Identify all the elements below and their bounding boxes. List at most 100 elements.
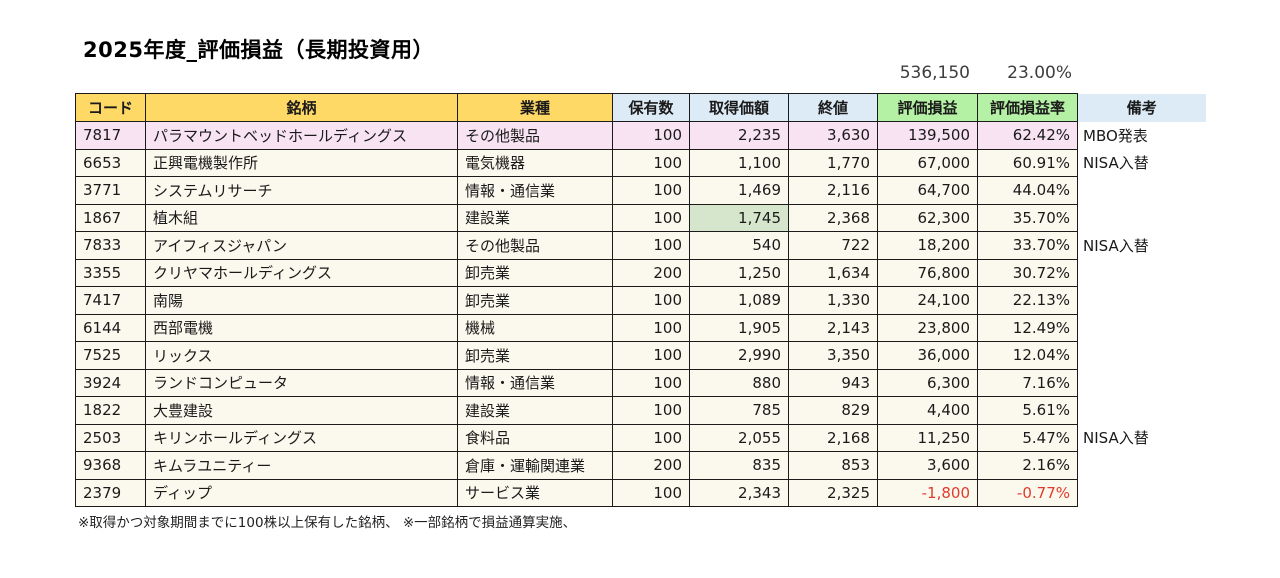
cell-close[interactable]: 2,143 <box>788 313 878 342</box>
cell-acquisition[interactable]: 2,055 <box>689 423 789 452</box>
cell-close[interactable]: 1,634 <box>788 258 878 287</box>
cell-industry[interactable]: 情報・通信業 <box>457 176 613 205</box>
cell-shares[interactable]: 100 <box>612 341 690 370</box>
cell-industry[interactable]: 卸売業 <box>457 286 613 315</box>
cell-industry[interactable]: 電気機器 <box>457 148 613 177</box>
cell-rate[interactable]: 60.91% <box>977 148 1078 177</box>
cell-gain[interactable]: 36,000 <box>877 341 978 370</box>
total-gain-value[interactable]: 536,150 <box>899 63 970 83</box>
cell-close[interactable]: 3,350 <box>788 341 878 370</box>
cell-gain[interactable]: 11,250 <box>877 423 978 452</box>
header-name[interactable]: 銘柄 <box>145 93 458 122</box>
cell-code[interactable]: 7525 <box>75 341 146 370</box>
cell-name[interactable]: ランドコンピュータ <box>145 368 458 397</box>
cell-acquisition[interactable]: 2,990 <box>689 341 789 370</box>
cell-code[interactable]: 3355 <box>75 258 146 287</box>
cell-industry[interactable]: 建設業 <box>457 203 613 232</box>
cell-rate[interactable]: 33.70% <box>977 231 1078 260</box>
cell-industry[interactable]: 卸売業 <box>457 341 613 370</box>
cell-code[interactable]: 2379 <box>75 478 146 507</box>
cell-rate[interactable]: 12.04% <box>977 341 1078 370</box>
cell-name[interactable]: キムラユニティー <box>145 451 458 480</box>
cell-gain[interactable]: 3,600 <box>877 451 978 480</box>
cell-rate[interactable]: 5.47% <box>977 423 1078 452</box>
cell-acquisition[interactable]: 1,905 <box>689 313 789 342</box>
cell-code[interactable]: 6144 <box>75 313 146 342</box>
cell-acquisition[interactable]: 2,343 <box>689 478 789 507</box>
cell-industry[interactable]: 機械 <box>457 313 613 342</box>
cell-name[interactable]: アイフィスジャパン <box>145 231 458 260</box>
cell-shares[interactable]: 100 <box>612 176 690 205</box>
cell-shares[interactable]: 100 <box>612 203 690 232</box>
header-code[interactable]: コード <box>75 93 146 122</box>
header-rate[interactable]: 評価損益率 <box>977 93 1078 122</box>
cell-rate[interactable]: 5.61% <box>977 396 1078 425</box>
cell-industry[interactable]: 食料品 <box>457 423 613 452</box>
cell-name[interactable]: 大豊建設 <box>145 396 458 425</box>
cell-shares[interactable]: 100 <box>612 148 690 177</box>
cell-rate[interactable]: 12.49% <box>977 313 1078 342</box>
cell-close[interactable]: 2,168 <box>788 423 878 452</box>
header-acquisition[interactable]: 取得価額 <box>689 93 789 122</box>
cell-gain[interactable]: 18,200 <box>877 231 978 260</box>
cell-remark[interactable]: NISA入替 <box>1083 429 1149 448</box>
cell-close[interactable]: 2,368 <box>788 203 878 232</box>
cell-acquisition[interactable]: 1,469 <box>689 176 789 205</box>
header-remark[interactable]: 備考 <box>1077 93 1206 122</box>
cell-remark[interactable]: NISA入替 <box>1083 236 1149 255</box>
cell-code[interactable]: 1822 <box>75 396 146 425</box>
cell-close[interactable]: 2,325 <box>788 478 878 507</box>
cell-name[interactable]: ディップ <box>145 478 458 507</box>
cell-name[interactable]: 植木組 <box>145 203 458 232</box>
cell-name[interactable]: 正興電機製作所 <box>145 148 458 177</box>
cell-close[interactable]: 853 <box>788 451 878 480</box>
cell-close[interactable]: 943 <box>788 368 878 397</box>
header-close[interactable]: 終値 <box>788 93 878 122</box>
cell-industry[interactable]: その他製品 <box>457 231 613 260</box>
cell-close[interactable]: 829 <box>788 396 878 425</box>
cell-close[interactable]: 1,770 <box>788 148 878 177</box>
header-shares[interactable]: 保有数 <box>612 93 690 122</box>
cell-name[interactable]: パラマウントベッドホールディングス <box>145 121 458 150</box>
header-gain[interactable]: 評価損益 <box>877 93 978 122</box>
cell-close[interactable]: 2,116 <box>788 176 878 205</box>
cell-name[interactable]: 西部電機 <box>145 313 458 342</box>
cell-shares[interactable]: 100 <box>612 231 690 260</box>
cell-gain[interactable]: 62,300 <box>877 203 978 232</box>
cell-code[interactable]: 7833 <box>75 231 146 260</box>
cell-name[interactable]: クリヤマホールディングス <box>145 258 458 287</box>
cell-rate[interactable]: 35.70% <box>977 203 1078 232</box>
cell-rate[interactable]: -0.77% <box>977 478 1078 507</box>
cell-gain[interactable]: 24,100 <box>877 286 978 315</box>
cell-gain[interactable]: 139,500 <box>877 121 978 150</box>
cell-code[interactable]: 7417 <box>75 286 146 315</box>
cell-shares[interactable]: 200 <box>612 451 690 480</box>
cell-gain[interactable]: 4,400 <box>877 396 978 425</box>
header-industry[interactable]: 業種 <box>457 93 613 122</box>
cell-acquisition[interactable]: 540 <box>689 231 789 260</box>
cell-code[interactable]: 9368 <box>75 451 146 480</box>
cell-industry[interactable]: その他製品 <box>457 121 613 150</box>
cell-code[interactable]: 7817 <box>75 121 146 150</box>
cell-gain[interactable]: 67,000 <box>877 148 978 177</box>
cell-gain[interactable]: 6,300 <box>877 368 978 397</box>
cell-acquisition[interactable]: 1,250 <box>689 258 789 287</box>
cell-gain[interactable]: 23,800 <box>877 313 978 342</box>
cell-remark[interactable]: NISA入替 <box>1083 154 1149 173</box>
cell-shares[interactable]: 100 <box>612 478 690 507</box>
cell-industry[interactable]: 情報・通信業 <box>457 368 613 397</box>
cell-acquisition[interactable]: 785 <box>689 396 789 425</box>
cell-industry[interactable]: 建設業 <box>457 396 613 425</box>
cell-rate[interactable]: 22.13% <box>977 286 1078 315</box>
cell-code[interactable]: 6653 <box>75 148 146 177</box>
cell-acquisition[interactable]: 880 <box>689 368 789 397</box>
cell-rate[interactable]: 62.42% <box>977 121 1078 150</box>
cell-close[interactable]: 3,630 <box>788 121 878 150</box>
cell-shares[interactable]: 100 <box>612 286 690 315</box>
cell-code[interactable]: 3771 <box>75 176 146 205</box>
cell-gain[interactable]: 76,800 <box>877 258 978 287</box>
cell-shares[interactable]: 100 <box>612 313 690 342</box>
cell-acquisition[interactable]: 1,745 <box>689 203 789 232</box>
cell-shares[interactable]: 100 <box>612 423 690 452</box>
cell-code[interactable]: 1867 <box>75 203 146 232</box>
